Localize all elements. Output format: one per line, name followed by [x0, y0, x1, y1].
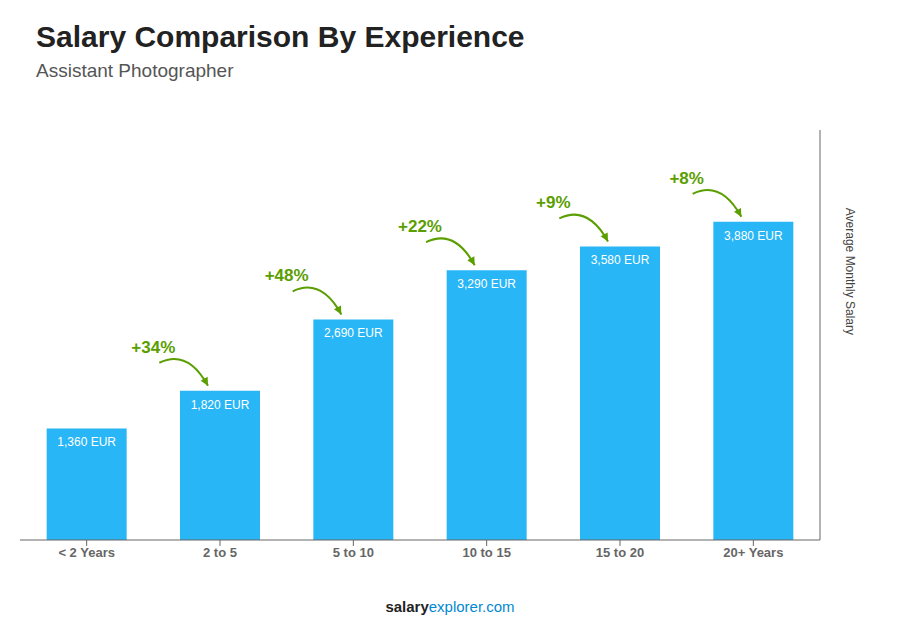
svg-text:1,820 EUR: 1,820 EUR	[191, 398, 250, 412]
svg-text:5 to 10: 5 to 10	[333, 545, 374, 560]
svg-text:2 to 5: 2 to 5	[203, 545, 237, 560]
svg-text:15 to 20: 15 to 20	[596, 545, 644, 560]
svg-text:20+ Years: 20+ Years	[723, 545, 783, 560]
svg-text:3,880 EUR: 3,880 EUR	[724, 229, 783, 243]
svg-text:+8%: +8%	[669, 169, 704, 188]
html-text:salary explorer.com: salary explorer.com	[385, 598, 515, 615]
svg-text:1,360 EUR: 1,360 EUR	[57, 435, 116, 449]
svg-text:3,290 EUR: 3,290 EUR	[457, 277, 516, 291]
svg-text:3,580 EUR: 3,580 EUR	[591, 253, 650, 267]
svg-text:+22%: +22%	[398, 217, 442, 236]
svg-text:10 to 15: 10 to 15	[462, 545, 510, 560]
svg-text:2,690 EUR: 2,690 EUR	[324, 326, 383, 340]
svg-text:+34%: +34%	[131, 338, 175, 357]
html-text:Salary Comparison By Experienc: Salary Comparison By Experience	[36, 20, 525, 53]
html-text:Assistant Photographer: Assistant Photographer	[36, 60, 234, 81]
svg-text:+9%: +9%	[536, 193, 571, 212]
svg-text:< 2 Years: < 2 Years	[58, 545, 115, 560]
svg-text:Average Monthly Salary: Average Monthly Salary	[843, 208, 857, 335]
svg-text:+48%: +48%	[265, 266, 309, 285]
